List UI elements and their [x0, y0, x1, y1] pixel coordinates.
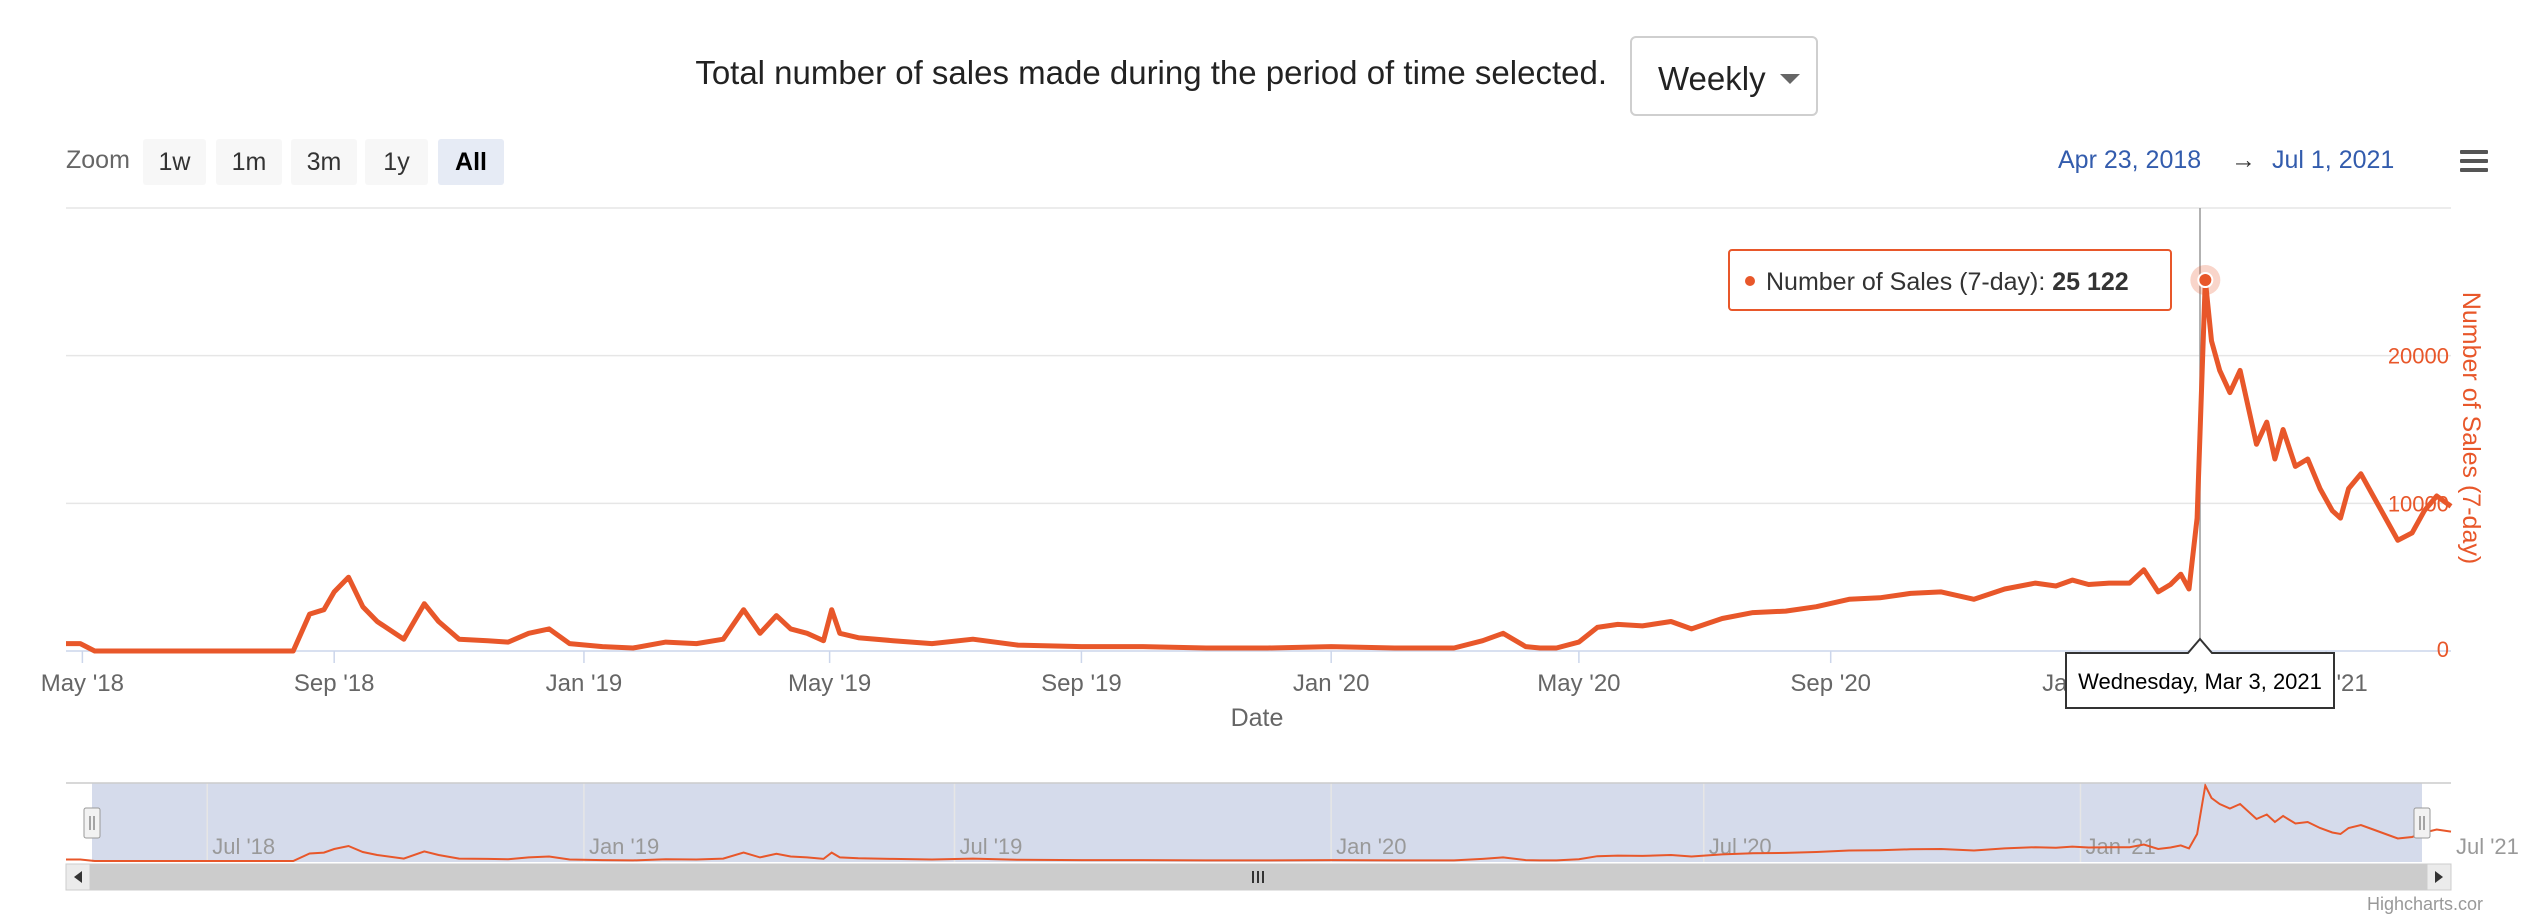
y-axis-title: Number of Sales (7-day)	[2457, 292, 2485, 564]
navigator[interactable]: Jul '18 Jan '19 Jul '19 Jan '20 Jul '20 Jan '…	[66, 782, 2519, 862]
svg-text:Number of Sales (7-day): 25 12: Number of Sales (7-day): 25 122	[1766, 268, 2129, 296]
x-tick-label: May '18	[41, 670, 124, 697]
navigator-tick-label: Jan '19	[589, 834, 659, 859]
y-tick-label: 20000	[2388, 344, 2449, 369]
tooltip-date-label: Wednesday, Mar 3, 2021	[2065, 637, 2335, 709]
x-tick-label: Jan '20	[1293, 670, 1370, 697]
zoom-button-1y[interactable]: 1y	[365, 139, 428, 185]
x-tick-label: May '20	[1537, 670, 1620, 697]
y-tick-label: 10000	[2388, 491, 2449, 516]
x-tick-label: Sep '19	[1041, 670, 1122, 697]
x-tick-label: Jan '19	[546, 670, 623, 697]
tooltip-value: 25 122	[2052, 268, 2128, 296]
date-label-text: Wednesday, Mar 3, 2021	[2078, 669, 2322, 694]
range-arrow: →	[2231, 146, 2256, 174]
y-tick-label: 0	[2437, 637, 2449, 662]
x-tick-label: May '19	[788, 670, 871, 697]
navigator-grid: Jul '18 Jan '19 Jul '19 Jan '20 Jul '20 Jan '…	[206, 783, 2519, 862]
navigator-handle-right[interactable]	[2413, 807, 2431, 839]
navigator-series-line	[66, 782, 2452, 862]
grid-lines	[66, 207, 2451, 652]
tooltip-box	[1728, 249, 2172, 311]
highlight-point[interactable]	[2197, 272, 2214, 289]
zoom-button-3m[interactable]: 3m	[291, 139, 357, 185]
zoom-button-1m[interactable]: 1m	[216, 139, 282, 185]
x-tick-label: Sep '18	[294, 670, 375, 697]
x-axis-title: Date	[1231, 704, 1284, 732]
chart-description: Total number of sales made during the pe…	[695, 54, 1607, 91]
navigator-tick-label: Jul '18	[212, 834, 275, 859]
zoom-button-all[interactable]: All	[438, 139, 504, 185]
tooltip-colon: :	[2038, 268, 2052, 296]
period-select[interactable]: Weekly	[1630, 36, 1818, 116]
chevron-down-icon	[1780, 74, 1800, 84]
zoom-button-1w[interactable]: 1w	[143, 139, 206, 185]
tooltip: Number of Sales (7-day): 25 122	[1728, 249, 2172, 311]
navigator-handle-left[interactable]	[83, 807, 101, 839]
zoom-label: Zoom	[66, 146, 130, 174]
period-select-value: Weekly	[1658, 60, 1766, 97]
scrollbar[interactable]	[65, 863, 2452, 891]
date-label-box	[2065, 637, 2335, 709]
tooltip-series-label: Number of Sales (7-day)	[1766, 268, 2038, 296]
navigator-mask	[92, 783, 2422, 862]
scroll-left-arrow-icon	[74, 871, 82, 883]
navigator-tick-label: Jul '19	[959, 834, 1022, 859]
y-axis: 0 10000 20000	[2388, 344, 2449, 662]
tooltip-marker	[1745, 276, 1755, 286]
navigator-tick-label: Jan '20	[1336, 834, 1406, 859]
series-line[interactable]	[66, 277, 2453, 654]
x-axis: May '18 Sep '18 Jan '19 May '19 Sep '19 Jan '…	[41, 651, 2368, 697]
navigator-tick-label: Jul '21	[2456, 834, 2519, 859]
range-to[interactable]: Jul 1, 2021	[2272, 146, 2395, 174]
scroll-right-arrow-icon	[2435, 871, 2443, 883]
menu-icon[interactable]	[2460, 150, 2488, 176]
credits[interactable]: Highcharts.cor	[2367, 894, 2483, 914]
range-from[interactable]: Apr 23, 2018	[2058, 146, 2202, 174]
x-tick-label: Sep '20	[1790, 670, 1871, 697]
